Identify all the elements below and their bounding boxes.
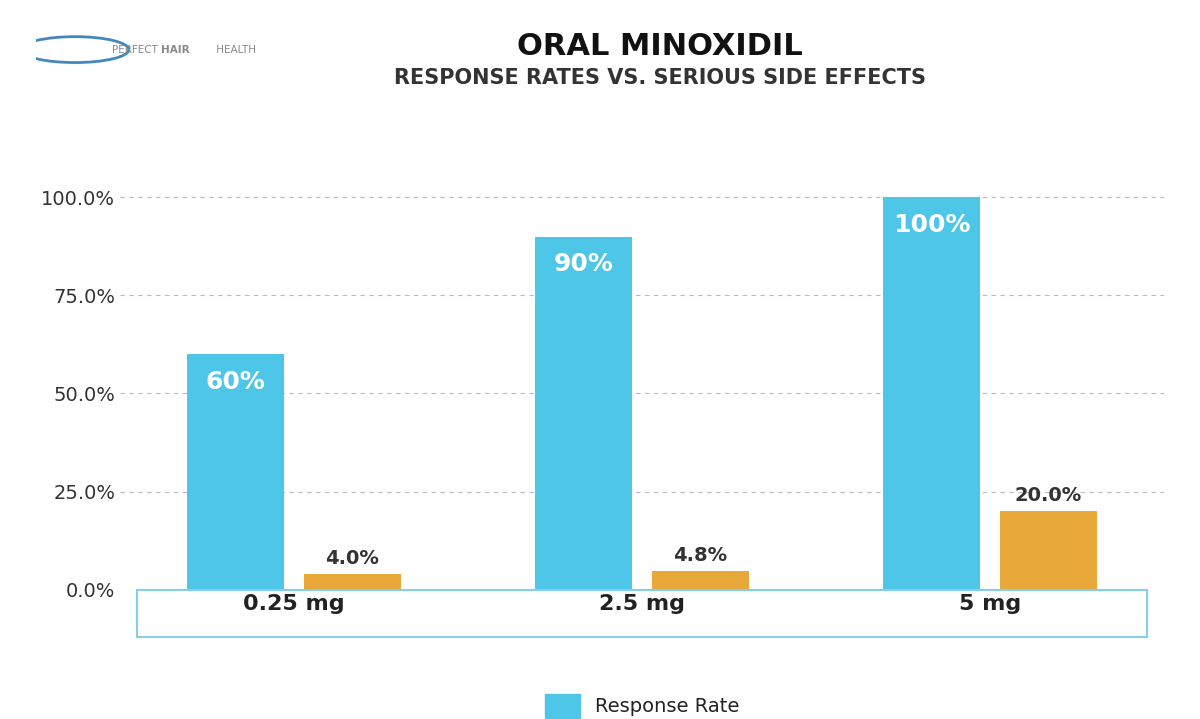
Text: 4.0%: 4.0%: [325, 549, 379, 568]
Text: PERFECT: PERFECT: [112, 45, 161, 55]
Text: 90%: 90%: [553, 252, 613, 276]
Bar: [304, 574, 401, 590]
Bar: [652, 571, 749, 590]
Legend: Response Rate, Side Effects: Response Rate, Side Effects: [545, 695, 739, 719]
Bar: [535, 237, 632, 590]
Text: HAIR: HAIR: [161, 45, 190, 55]
Text: 4.8%: 4.8%: [673, 546, 727, 565]
Text: RESPONSE RATES VS. SERIOUS SIDE EFFECTS: RESPONSE RATES VS. SERIOUS SIDE EFFECTS: [394, 68, 926, 88]
Text: ORAL MINOXIDIL: ORAL MINOXIDIL: [517, 32, 803, 61]
Bar: [187, 354, 284, 590]
Text: HEALTH: HEALTH: [214, 45, 256, 55]
Text: 20.0%: 20.0%: [1015, 486, 1082, 505]
Bar: [1000, 511, 1097, 590]
Bar: [883, 198, 980, 590]
Text: 100%: 100%: [893, 213, 971, 237]
Text: 60%: 60%: [205, 370, 265, 394]
